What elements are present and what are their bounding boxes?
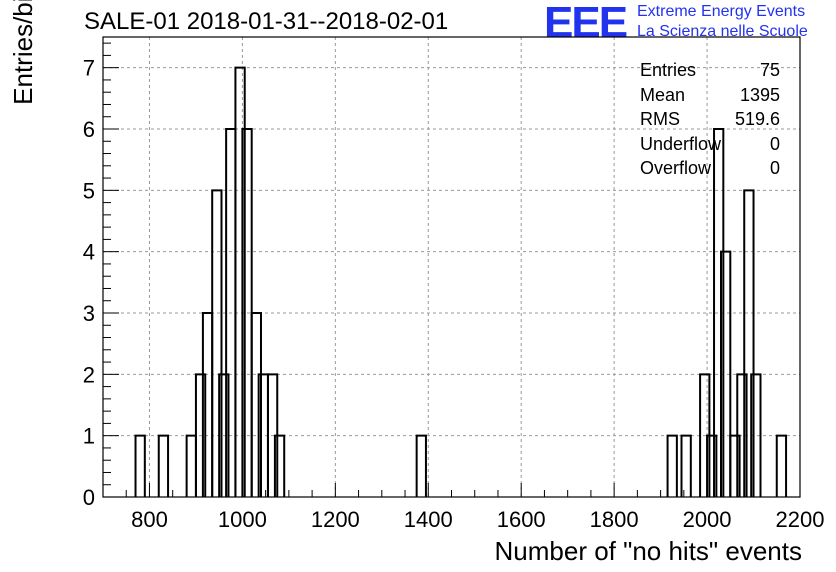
histogram-bar — [729, 434, 741, 497]
histogram-bar — [750, 373, 762, 497]
stat-row-entries: Entries 75 — [640, 58, 780, 83]
histogram-bar — [273, 434, 286, 497]
y-tick-label: 0 — [83, 485, 95, 510]
x-tick-label: 2200 — [776, 507, 825, 532]
histogram-bar — [743, 189, 755, 497]
stat-label: Overflow — [640, 158, 712, 178]
x-tick-label: 2000 — [683, 507, 732, 532]
histogram-bar — [194, 373, 207, 497]
histogram-bar — [157, 434, 170, 497]
stat-label: Entries — [640, 60, 697, 80]
logo-line-2: La Scienza nelle Scuole — [637, 23, 808, 40]
histogram-bar — [218, 373, 230, 497]
x-tick-label: 1600 — [497, 507, 546, 532]
x-tick-label: 800 — [131, 507, 168, 532]
histogram-bar — [666, 434, 678, 497]
stat-row-mean: Mean 1395 — [640, 83, 780, 108]
stat-value: 0 — [769, 133, 780, 154]
x-tick-label: 1200 — [311, 507, 360, 532]
histogram-bar — [720, 250, 732, 497]
stat-value: 0 — [769, 158, 780, 178]
stat-label: Underflow — [640, 133, 722, 154]
logo-line-1: Extreme Energy Events — [637, 3, 806, 20]
x-tick-label: 1000 — [218, 507, 267, 532]
y-tick-label: 3 — [83, 301, 95, 326]
stat-value: 75 — [759, 60, 780, 80]
y-tick-label: 6 — [83, 117, 95, 142]
histogram-bar — [706, 434, 718, 497]
stat-label: Mean — [640, 84, 686, 105]
histogram-bar — [250, 312, 262, 497]
stats-box: Entries 75 Mean 1395 RMS 519.6 Underflow 0 O… — [640, 58, 780, 181]
histogram-bar — [211, 189, 223, 497]
histogram-bar — [415, 434, 427, 497]
histogram-bar — [234, 66, 246, 497]
y-tick-label: 7 — [83, 56, 95, 81]
y-tick-label: 1 — [83, 424, 95, 449]
y-tick-label: 5 — [83, 178, 95, 203]
histogram-bar — [775, 434, 788, 497]
y-axis-label: Entries/bin — [8, 0, 38, 105]
x-tick-label: 1400 — [404, 507, 453, 532]
histogram-bar — [736, 373, 748, 497]
histogram-bar — [680, 434, 692, 497]
y-tick-label: 4 — [83, 240, 95, 265]
stat-row-rms: RMS 519.6 — [640, 107, 780, 132]
stat-value: 519.6 — [734, 109, 780, 129]
chart-title: SALE-01 2018-01-31--2018-02-01 — [84, 8, 449, 35]
stat-value: 1395 — [739, 84, 780, 105]
stat-row-overflow: Overflow 0 — [640, 156, 780, 181]
y-tick-label: 2 — [83, 362, 95, 387]
histogram-bar — [185, 434, 197, 497]
logo-caption: Extreme Energy Events La Scienza nelle S… — [637, 2, 808, 42]
x-axis-label: Number of "no hits" events — [494, 536, 803, 566]
stat-label: RMS — [640, 109, 680, 129]
x-tick-label: 1800 — [590, 507, 639, 532]
stat-row-underflow: Underflow 0 — [640, 132, 780, 157]
histogram-bar — [713, 128, 725, 497]
histogram-bar — [134, 434, 146, 497]
